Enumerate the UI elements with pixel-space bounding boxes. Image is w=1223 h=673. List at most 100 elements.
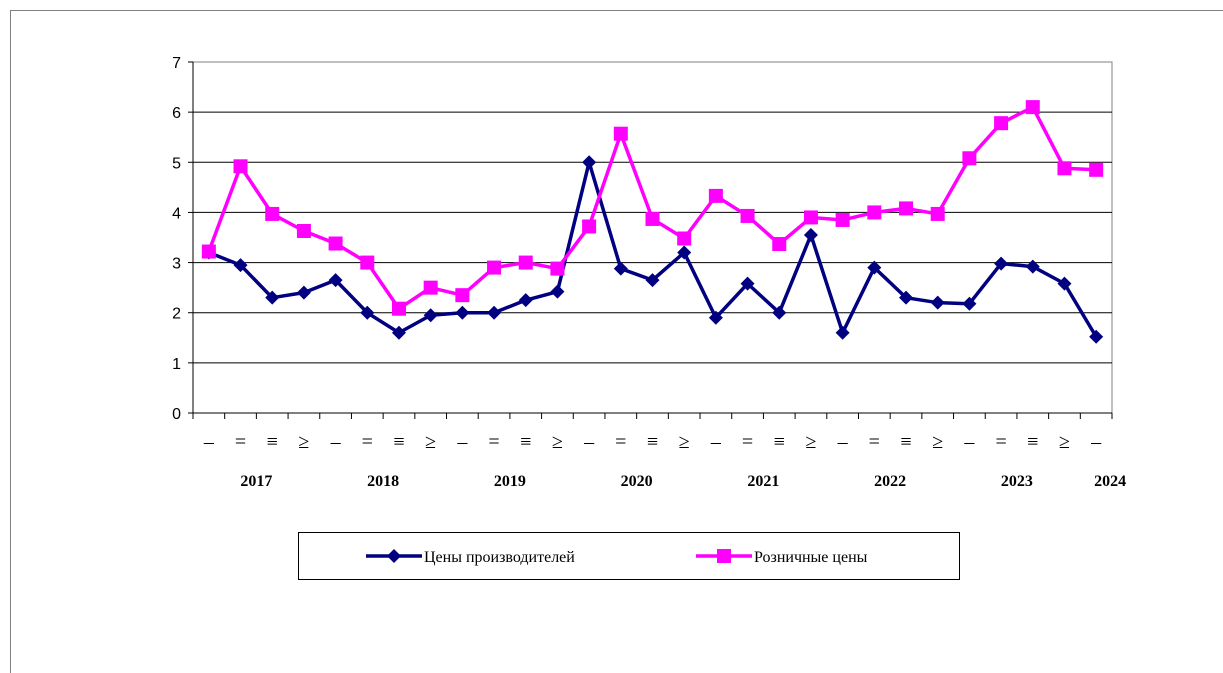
marker <box>328 236 343 251</box>
marker <box>265 206 280 221</box>
x-tick-label: – <box>583 431 595 453</box>
x-tick-label: = <box>235 431 246 453</box>
marker <box>582 219 597 234</box>
marker <box>487 305 502 320</box>
x-tick-label: ≡ <box>393 431 404 453</box>
x-tick-label: – <box>203 431 215 453</box>
marker <box>487 260 502 275</box>
marker <box>582 155 597 170</box>
year-label: 2020 <box>621 473 653 490</box>
marker <box>1089 329 1104 344</box>
marker <box>867 260 882 275</box>
x-tick-label: ≡ <box>900 431 911 453</box>
x-tick-label: = <box>742 431 753 453</box>
legend-label: Розничные цены <box>754 549 868 566</box>
x-tick-label: ≥ <box>298 431 309 453</box>
marker <box>772 237 787 252</box>
marker <box>899 201 914 216</box>
year-label: 2024 <box>1094 473 1126 490</box>
marker <box>455 305 470 320</box>
y-tick-label: 3 <box>172 256 181 273</box>
marker <box>772 305 787 320</box>
marker <box>423 280 438 295</box>
x-tick-label: – <box>963 431 975 453</box>
marker <box>391 301 406 316</box>
marker <box>360 305 375 320</box>
y-tick-label: 4 <box>172 205 181 222</box>
marker <box>803 210 818 225</box>
marker <box>1089 162 1104 177</box>
marker <box>835 212 850 227</box>
marker <box>550 261 565 276</box>
y-tick-label: 6 <box>172 105 181 122</box>
x-tick-label: ≥ <box>1059 431 1070 453</box>
legend-marker <box>717 549 731 563</box>
x-tick-label: – <box>330 431 342 453</box>
marker <box>708 310 723 325</box>
marker <box>867 205 882 220</box>
marker <box>360 255 375 270</box>
x-tick-label: – <box>456 431 468 453</box>
marker <box>962 151 977 166</box>
x-tick-label: – <box>837 431 849 453</box>
x-tick-label: ≡ <box>1027 431 1038 453</box>
marker <box>613 126 628 141</box>
year-label: 2023 <box>1001 473 1033 490</box>
marker <box>233 258 248 273</box>
marker <box>645 211 660 226</box>
marker <box>899 290 914 305</box>
x-tick-label: – <box>1090 431 1102 453</box>
marker <box>550 284 565 299</box>
x-tick-label: = <box>488 431 499 453</box>
marker <box>740 276 755 291</box>
x-tick-label: ≡ <box>647 431 658 453</box>
y-tick-label: 7 <box>172 55 181 72</box>
x-tick-label: ≥ <box>425 431 436 453</box>
legend-label: Цены производителей <box>424 549 575 566</box>
x-tick-label: ≥ <box>932 431 943 453</box>
marker <box>201 244 216 259</box>
x-tick-label: ≥ <box>552 431 563 453</box>
x-tick-label: = <box>869 431 880 453</box>
x-tick-label: ≡ <box>520 431 531 453</box>
marker <box>265 290 280 305</box>
marker <box>677 231 692 246</box>
year-label: 2021 <box>747 473 779 490</box>
marker <box>930 206 945 221</box>
marker <box>645 273 660 288</box>
marker <box>677 245 692 260</box>
marker <box>1057 161 1072 176</box>
marker <box>518 255 533 270</box>
marker <box>803 227 818 242</box>
marker <box>233 159 248 174</box>
y-tick-label: 1 <box>172 356 181 373</box>
frame <box>10 10 1223 673</box>
marker <box>962 296 977 311</box>
marker <box>613 261 628 276</box>
marker <box>455 288 470 303</box>
marker <box>296 285 311 300</box>
year-label: 2018 <box>367 473 399 490</box>
x-tick-label: = <box>615 431 626 453</box>
year-label: 2019 <box>494 473 526 490</box>
marker <box>423 308 438 323</box>
x-tick-label: ≡ <box>774 431 785 453</box>
y-tick-label: 0 <box>172 406 181 423</box>
marker <box>708 188 723 203</box>
marker <box>518 293 533 308</box>
marker <box>1025 100 1040 115</box>
marker <box>994 116 1009 131</box>
marker <box>328 273 343 288</box>
y-tick-label: 5 <box>172 155 181 172</box>
x-tick-label: = <box>995 431 1006 453</box>
marker <box>1025 259 1040 274</box>
y-tick-label: 2 <box>172 306 181 323</box>
legend-marker <box>387 549 401 563</box>
marker <box>835 325 850 340</box>
x-tick-label: ≥ <box>679 431 690 453</box>
marker <box>1057 276 1072 291</box>
marker <box>296 223 311 238</box>
marker <box>391 325 406 340</box>
marker <box>930 295 945 310</box>
